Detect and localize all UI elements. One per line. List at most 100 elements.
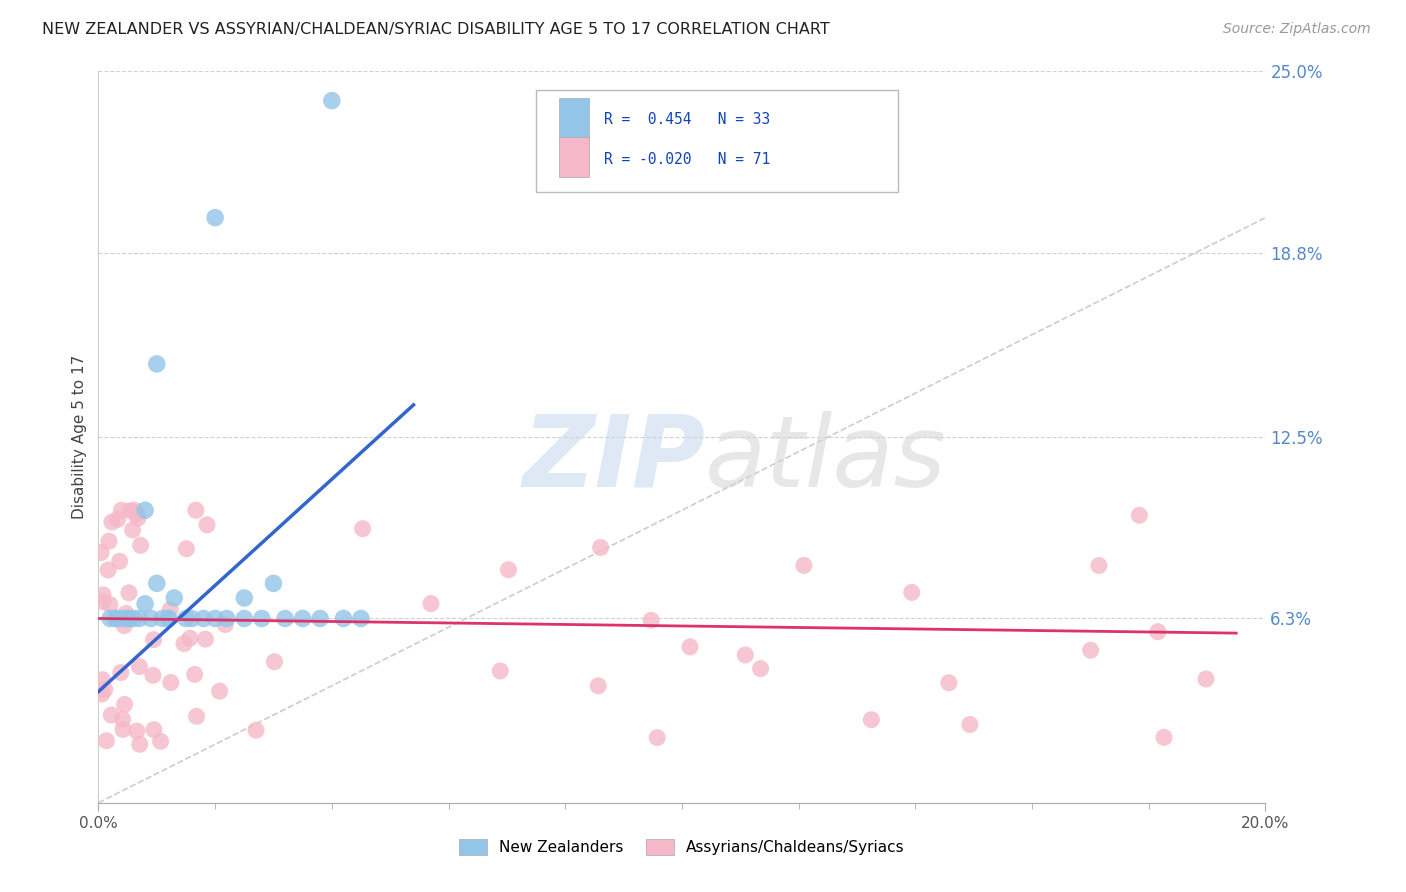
Point [204, 611, 226, 625]
Point [1128, 508, 1150, 523]
Point [91, 595, 114, 609]
Point [115, 607, 138, 621]
Point [640, 613, 662, 627]
Point [142, 723, 165, 737]
Point [104, 611, 127, 625]
Point [350, 611, 373, 625]
Point [121, 523, 143, 537]
Point [128, 737, 150, 751]
Point [149, 734, 172, 748]
Point [193, 611, 215, 625]
Point [142, 632, 165, 647]
Point [134, 503, 156, 517]
Point [176, 541, 198, 556]
Point [91, 673, 114, 687]
Point [125, 507, 148, 521]
Y-axis label: Disability Age 5 to 17: Disability Age 5 to 17 [72, 355, 87, 519]
Point [214, 617, 236, 632]
Point [179, 631, 201, 645]
Point [117, 611, 139, 625]
Point [291, 611, 314, 625]
Point [208, 684, 231, 698]
Point [420, 597, 443, 611]
Point [111, 723, 134, 737]
Point [645, 731, 668, 745]
FancyBboxPatch shape [560, 137, 589, 178]
Point [184, 503, 207, 517]
Point [142, 668, 165, 682]
Point [91, 687, 114, 701]
Point [117, 611, 139, 625]
Text: NEW ZEALANDER VS ASSYRIAN/CHALDEAN/SYRIAC DISABILITY AGE 5 TO 17 CORRELATION CHA: NEW ZEALANDER VS ASSYRIAN/CHALDEAN/SYRIA… [42, 22, 830, 37]
Point [98, 598, 121, 612]
Point [110, 503, 132, 517]
Point [1088, 558, 1111, 573]
Point [263, 655, 285, 669]
Point [114, 698, 136, 712]
Point [262, 576, 284, 591]
Point [108, 554, 131, 568]
FancyBboxPatch shape [560, 98, 589, 138]
Point [250, 611, 273, 625]
Point [1147, 624, 1170, 639]
Point [163, 591, 186, 605]
Point [321, 94, 343, 108]
Point [118, 586, 141, 600]
Point [215, 611, 238, 625]
Legend: New Zealanders, Assyrians/Chaldeans/Syriacs: New Zealanders, Assyrians/Chaldeans/Syri… [453, 833, 911, 861]
Point [860, 713, 883, 727]
Text: R = -0.020   N = 71: R = -0.020 N = 71 [603, 152, 770, 167]
Point [157, 611, 180, 625]
Point [173, 637, 195, 651]
Point [111, 712, 134, 726]
Point [139, 611, 162, 625]
Point [186, 709, 208, 723]
Point [110, 665, 132, 680]
Point [1153, 731, 1175, 745]
FancyBboxPatch shape [536, 90, 898, 192]
Point [938, 675, 960, 690]
Text: ZIP: ZIP [522, 410, 706, 508]
Point [120, 504, 142, 518]
Point [152, 611, 174, 625]
Text: atlas: atlas [706, 410, 946, 508]
Point [793, 558, 815, 573]
Point [104, 611, 127, 625]
Point [128, 659, 150, 673]
Point [128, 611, 150, 625]
Point [183, 667, 205, 681]
Point [588, 679, 610, 693]
Point [100, 708, 122, 723]
Point [157, 611, 180, 625]
Text: Source: ZipAtlas.com: Source: ZipAtlas.com [1223, 22, 1371, 37]
Point [98, 611, 121, 625]
Point [97, 563, 120, 577]
Point [589, 541, 612, 555]
Point [900, 585, 922, 599]
Point [274, 611, 297, 625]
Point [159, 675, 181, 690]
Point [679, 640, 702, 654]
Point [332, 611, 354, 625]
Point [94, 682, 117, 697]
Point [101, 515, 124, 529]
Point [97, 534, 120, 549]
Point [107, 512, 129, 526]
Point [245, 723, 267, 738]
Point [159, 602, 181, 616]
Point [90, 545, 112, 559]
Point [233, 591, 256, 605]
Point [129, 538, 152, 552]
Point [112, 618, 135, 632]
Point [96, 733, 118, 747]
Point [180, 611, 202, 625]
Point [309, 611, 332, 625]
Point [146, 576, 169, 591]
Point [734, 648, 756, 662]
Point [174, 611, 197, 625]
Point [122, 503, 145, 517]
Point [498, 563, 520, 577]
Point [1195, 672, 1218, 686]
Point [489, 664, 512, 678]
Point [1080, 643, 1102, 657]
